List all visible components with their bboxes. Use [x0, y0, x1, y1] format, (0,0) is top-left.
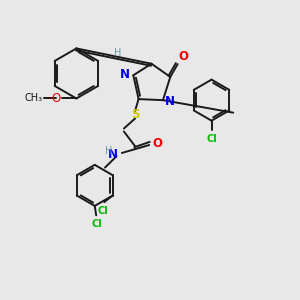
Text: O: O: [179, 50, 189, 63]
Text: H: H: [114, 48, 122, 58]
Text: S: S: [131, 108, 139, 121]
Text: Cl: Cl: [91, 219, 102, 229]
Text: O: O: [152, 137, 162, 150]
Text: CH₃: CH₃: [25, 94, 43, 103]
Text: Cl: Cl: [98, 206, 109, 216]
Text: N: N: [119, 68, 130, 81]
Text: N: N: [164, 95, 174, 108]
Text: H: H: [105, 146, 112, 156]
Text: O: O: [51, 92, 60, 105]
Text: Cl: Cl: [206, 134, 217, 144]
Text: N: N: [108, 148, 118, 161]
